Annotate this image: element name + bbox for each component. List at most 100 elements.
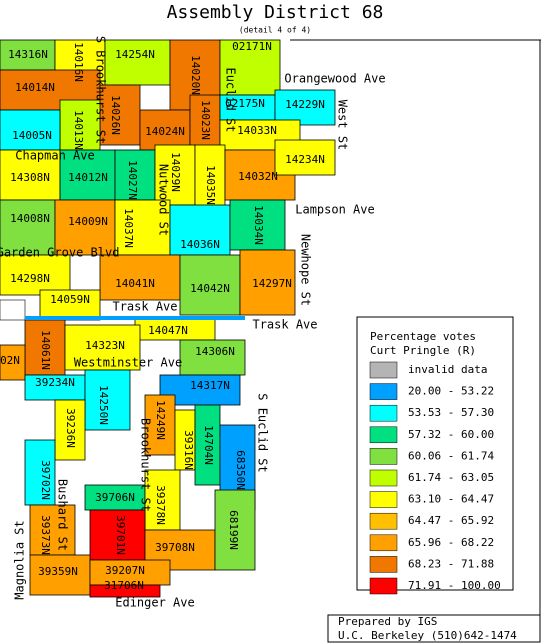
credit: Prepared by IGS U.C. Berkeley (510)642-1… [327,614,541,643]
precinct [84,484,146,511]
street-label: Trask Ave [112,300,177,314]
legend-swatch [369,404,398,422]
street-label: S Brookhurst St [94,36,108,144]
precinct [84,369,131,431]
legend-label: invalid data [408,363,487,376]
precinct-label: 14042N [190,282,230,295]
precinct [114,149,156,201]
credit-box [327,614,541,643]
street-label: Nutwood St [157,164,171,236]
precinct-label: 14047N [148,324,188,337]
precinct [89,584,161,598]
precinct-label: 14024N [145,125,185,138]
legend: Percentage votes Curt Pringle (R) invali… [356,316,514,595]
precinct-label: 14008N [10,212,50,225]
precinct-label: 39207N [105,564,145,577]
legend-subtitle: Curt Pringle (R) [370,344,476,357]
precinct-label: 14297N [252,277,292,290]
precinct [169,204,231,256]
legend-label: 57.32 - 60.00 [408,428,494,441]
precinct [114,199,171,256]
precinct [214,489,256,571]
precinct-label: 39702N [39,460,52,500]
precinct [0,109,61,151]
precinct [24,374,86,401]
street-label: S Euclid St [256,393,270,472]
legend-label: 61.74 - 63.05 [408,471,494,484]
legend-swatch [369,426,398,444]
street-label: Chapman Ave [15,149,94,163]
precinct [89,559,171,586]
precinct [0,344,26,381]
precinct-label: 14061N [39,330,52,370]
street-label: Trask Ave [252,318,317,332]
road-strip [25,316,245,320]
legend-swatch [369,577,398,595]
precinct-label: 14298N [10,272,50,285]
precinct-label: 14249N [154,400,167,440]
precinct-label: 02171N [232,40,272,53]
precinct [0,149,61,201]
precinct [154,144,196,206]
precinct-label: 14034N [252,205,265,245]
precinct-label: 14027N [126,160,139,200]
precinct-label: 39234N [35,376,75,389]
street-label: Orangewood Ave [284,72,385,86]
precinct [99,254,181,301]
precinct [0,254,71,296]
precinct [104,39,171,86]
precinct [39,289,101,321]
precinct [144,469,181,531]
precinct-label: 39706N [95,491,135,504]
precinct-label: 14059N [50,293,90,306]
precinct [29,504,76,556]
precinct-label: 31706N [104,579,144,592]
legend-label: 71.91 - 100.00 [408,579,501,592]
precinct-label: 14036N [180,238,220,251]
precinct-label: 14229N [285,98,325,111]
street-label: Magnolia St [13,520,27,599]
precinct [0,199,56,256]
precinct-label: 68199N [227,510,240,550]
precinct-label: 39359N [38,565,78,578]
precinct [194,144,226,211]
precinct [239,249,296,316]
precinct-label: 14012N [68,171,108,184]
precinct-label: 14013N [72,110,85,150]
precinct-label: 14254N [115,48,155,61]
precinct [274,139,336,176]
legend-swatch [369,534,398,552]
precinct-label: 14009N [68,215,108,228]
precinct-label: 14250N [97,385,110,425]
precinct-label: 39236N [64,408,77,448]
precinct-label: 39316N [182,430,195,470]
legend-label: 63.10 - 64.47 [408,493,494,506]
precinct [229,199,286,251]
precinct-label: 14032N [238,170,278,183]
precinct [274,89,336,126]
precinct-label: 14014N [15,81,55,94]
precinct-label: 14016N [72,42,85,82]
legend-label: 60.06 - 61.74 [408,449,494,462]
legend-label: 64.47 - 65.92 [408,514,494,527]
precinct-label: 14037N [122,208,135,248]
map-gap [0,299,26,321]
precinct [24,319,66,376]
legend-swatch [369,556,398,573]
street-label: Brookhurst St [139,418,153,512]
precinct [139,109,191,151]
precinct-label: 14306N [195,345,235,358]
credit-line: U.C. Berkeley (510)642-1474 [338,629,517,642]
map-subtitle: (detail 4 of 4) [239,26,311,35]
street-label: Lampson Ave [295,203,374,217]
legend-title: Percentage votes [370,330,476,343]
precinct-label: 14020N [189,55,202,95]
precinct-label: 14234N [285,153,325,166]
precinct-label: 39701N [114,515,127,555]
legend-swatch [369,512,398,530]
legend-label: 65.96 - 68.22 [408,536,494,549]
street-label: Edinger Ave [115,596,194,610]
legend-swatch [369,383,398,400]
